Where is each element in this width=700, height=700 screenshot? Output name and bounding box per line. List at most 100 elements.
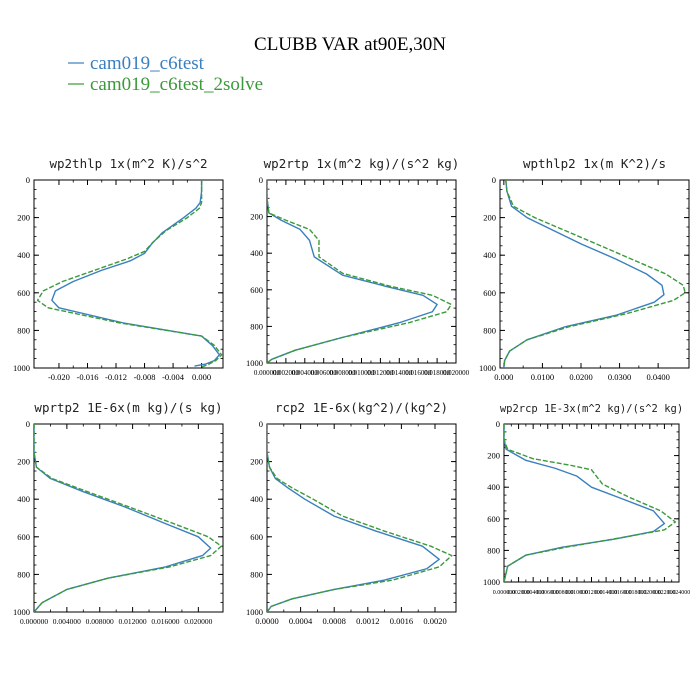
x-tick-label: -0.008 xyxy=(134,372,156,382)
y-tick-label: 0 xyxy=(259,175,263,185)
y-tick-label: 0 xyxy=(26,419,30,429)
x-tick-label: 0.000000 xyxy=(20,617,48,626)
x-tick-label: 0.020000 xyxy=(184,617,212,626)
y-tick-label: 1000 xyxy=(483,577,500,587)
y-tick-label: 0 xyxy=(492,175,496,185)
x-tick-label: 0.0100 xyxy=(531,372,554,382)
panel-title: wprtp2 1E-6x(m kg)/(s kg) xyxy=(34,400,222,415)
y-tick-label: 1000 xyxy=(246,358,263,368)
panel-2: wp2rtp 1x(m^2 kg)/(s^2 kg)0 200 400 600 800 1… xyxy=(246,156,470,377)
x-tick-label: 0.000 xyxy=(494,372,513,382)
y-tick-label: 400 xyxy=(250,494,263,504)
y-tick-label: 0 xyxy=(259,419,263,429)
y-tick-label: 200 xyxy=(487,451,500,461)
x-tick-label: 0.006000 xyxy=(537,590,560,596)
plot-frame xyxy=(33,179,224,369)
y-tick-label: 0 xyxy=(26,175,30,185)
figure-title: CLUBB VAR at90E,30N xyxy=(254,34,446,55)
series-line-2 xyxy=(34,424,223,612)
x-tick-label: -0.004 xyxy=(162,372,185,382)
series-line-1 xyxy=(504,424,666,582)
series-line-2 xyxy=(36,180,223,368)
y-tick-label: 0 xyxy=(496,419,500,429)
series-line-2 xyxy=(267,180,452,363)
y-tick-label: 200 xyxy=(17,213,30,223)
x-tick-label: 0.002000 xyxy=(507,590,530,596)
x-tick-label: 0.004000 xyxy=(522,590,545,596)
y-tick-label: 800 xyxy=(250,321,263,331)
x-tick-label: 0.016000 xyxy=(151,617,179,626)
y-tick-label: 800 xyxy=(250,569,263,579)
x-tick-label: 0.008000 xyxy=(329,369,356,377)
panel-4: wprtp2 1E-6x(m kg)/(s kg) 0 200 400 600 800 10… xyxy=(13,400,224,626)
y-tick-label: 400 xyxy=(250,248,263,258)
x-tick-label: 0.016000 xyxy=(609,590,632,596)
y-tick-label: 1000 xyxy=(13,363,30,373)
series-line-1 xyxy=(267,424,440,612)
x-tick-label: 0.002000 xyxy=(273,369,300,377)
x-tick-label: 0.020000 xyxy=(639,590,662,596)
x-tick-label: 0.014000 xyxy=(595,590,618,596)
y-tick-label: 1000 xyxy=(479,363,496,373)
panel-3: wpthlp2 1x(m K^2)/s 0 200 400 600 800 10000.00… xyxy=(479,156,690,382)
y-tick-label: 600 xyxy=(17,288,30,298)
y-tick-label: 800 xyxy=(487,545,500,555)
series-line-2 xyxy=(267,424,453,612)
x-tick-label: 0.0008 xyxy=(323,616,346,626)
x-tick-label: 0.008000 xyxy=(86,617,114,626)
y-tick-label: 800 xyxy=(17,325,30,335)
legend-label-2: cam019_c6test_2solve xyxy=(90,74,263,95)
panel-1: wp2thlp 1x(m^2 K)/s^2 0 200 400 600 800 1000 -0… xyxy=(13,156,224,382)
x-tick-label: 0.0200 xyxy=(569,372,592,382)
x-tick-label: 0.0016 xyxy=(390,616,413,626)
series-line-1 xyxy=(51,180,221,367)
x-tick-label: 0.0020 xyxy=(423,616,446,626)
legend: cam019_c6test cam019_c6test_2solve xyxy=(68,53,263,95)
x-tick-label: 0.024000 xyxy=(668,590,691,596)
x-tick-label: -0.020 xyxy=(48,372,70,382)
y-tick-label: 600 xyxy=(483,288,496,298)
x-tick-label: 0.0012 xyxy=(356,616,379,626)
y-tick-label: 600 xyxy=(250,532,263,542)
x-tick-label: 0.018000 xyxy=(424,369,451,377)
y-tick-label: 200 xyxy=(250,457,263,467)
y-tick-label: 800 xyxy=(17,569,30,579)
panel-title: wp2rtp 1x(m^2 kg)/(s^2 kg) xyxy=(264,156,460,171)
y-tick-label: 1000 xyxy=(13,607,30,617)
plot-frame xyxy=(266,179,457,364)
x-tick-label: 0.000000 xyxy=(493,590,516,596)
x-tick-label: 0.0004 xyxy=(289,616,313,626)
x-tick-label: 0.010000 xyxy=(566,590,589,596)
y-tick-label: 400 xyxy=(483,250,496,260)
x-tick-label: -0.016 xyxy=(77,372,99,382)
legend-label-1: cam019_c6test xyxy=(90,53,205,74)
panel-title: wpthlp2 1x(m K^2)/s xyxy=(523,156,666,171)
panels: wp2thlp 1x(m^2 K)/s^2 0 200 400 600 800 1000 -0… xyxy=(13,156,690,626)
panel-5: rcp2 1E-6x(kg^2)/(kg^2) 0 200 400 600 800 1000… xyxy=(246,400,457,626)
y-tick-label: 400 xyxy=(17,250,30,260)
y-tick-label: 600 xyxy=(487,514,500,524)
series-line-1 xyxy=(267,180,438,363)
y-tick-label: 200 xyxy=(250,212,263,222)
x-tick-label: 0.0300 xyxy=(608,372,631,382)
y-tick-label: 200 xyxy=(17,457,30,467)
y-tick-label: 1000 xyxy=(246,607,263,617)
x-tick-label: 0.012000 xyxy=(367,369,394,377)
panel-6: wp2rcp 1E-3x(m^2 kg)/(s^2 kg)0 200 400 600 8… xyxy=(483,403,690,596)
panel-title: wp2thlp 1x(m^2 K)/s^2 xyxy=(49,156,207,171)
y-tick-label: 400 xyxy=(17,494,30,504)
x-tick-label: 0.012000 xyxy=(580,590,603,596)
x-tick-label: 0.0400 xyxy=(646,372,669,382)
x-tick-label: 0.0000 xyxy=(255,616,278,626)
x-tick-label: 0.022000 xyxy=(653,590,676,596)
x-tick-label: 0.012000 xyxy=(119,617,147,626)
x-tick-label: 0.018000 xyxy=(624,590,647,596)
y-tick-label: 800 xyxy=(483,325,496,335)
x-tick-label: 0.004000 xyxy=(53,617,81,626)
x-tick-label: 0.006000 xyxy=(311,369,338,377)
series-line-2 xyxy=(503,180,686,368)
y-tick-label: 600 xyxy=(17,532,30,542)
y-tick-label: 400 xyxy=(487,482,500,492)
x-tick-label: 0.000 xyxy=(192,372,211,382)
